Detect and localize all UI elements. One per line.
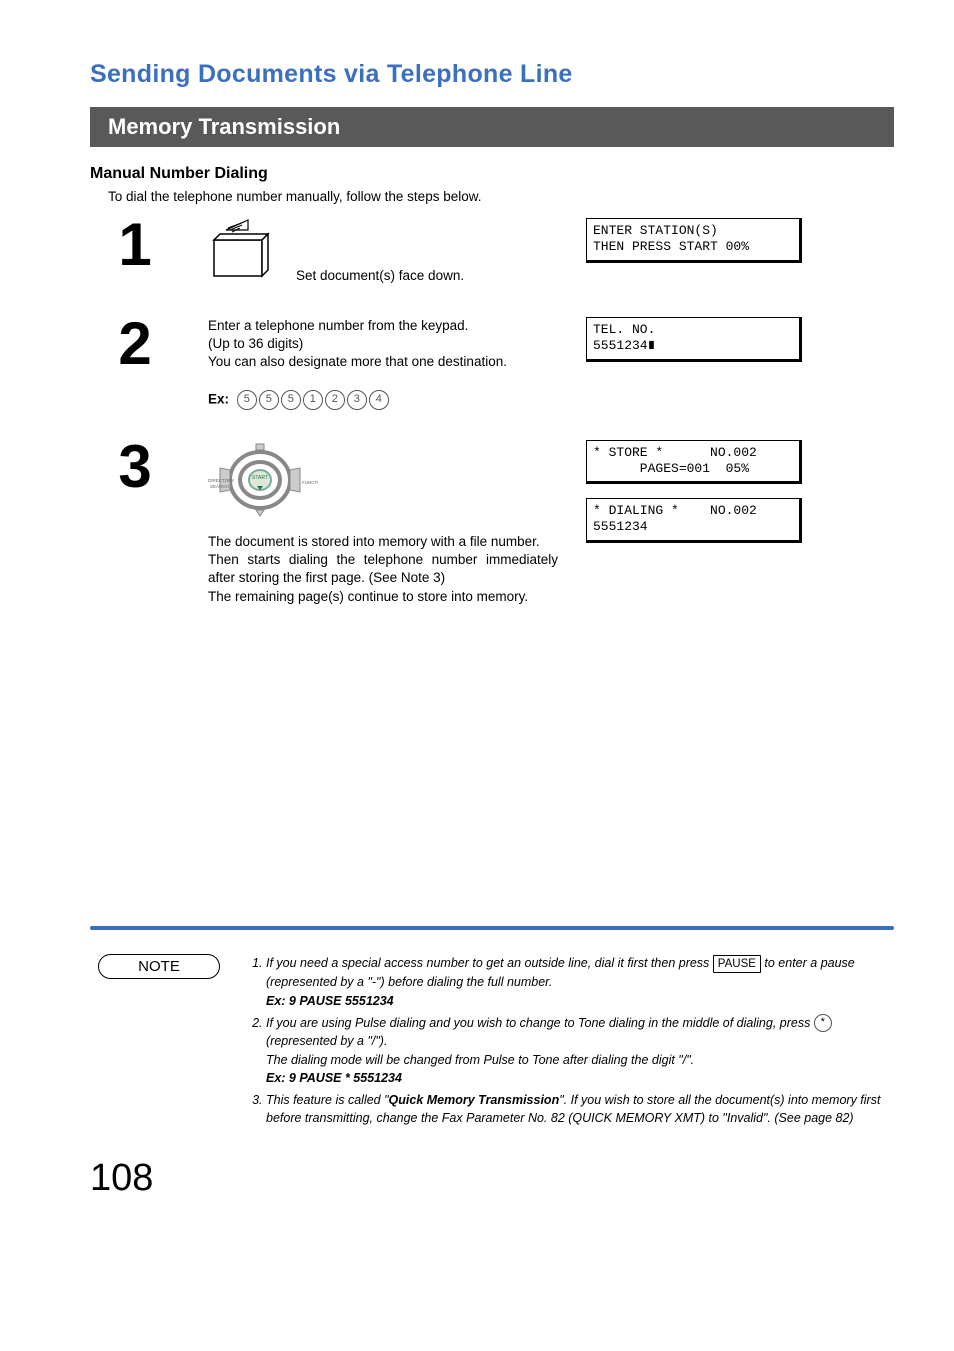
keypad-key: 3 xyxy=(347,390,367,410)
lcd-display-3: * STORE * NO.002 PAGES=001 05% xyxy=(586,440,802,485)
example-keys: 5 5 5 1 2 3 4 xyxy=(237,390,389,410)
intro-text: To dial the telephone number manually, f… xyxy=(108,189,894,204)
keypad-key: 5 xyxy=(259,390,279,410)
svg-text:FUNCTION: FUNCTION xyxy=(302,480,318,485)
example-label: Ex: xyxy=(208,391,229,406)
step-3-line3: The remaining page(s) continue to store … xyxy=(208,588,558,606)
keypad-key: 5 xyxy=(281,390,301,410)
note-1-ex: Ex: 9 PAUSE 5551234 xyxy=(266,994,394,1008)
document-facedown-icon xyxy=(208,218,278,287)
note-3-bold: Quick Memory Transmission xyxy=(389,1093,560,1107)
step-2-line3: You can also designate more that one des… xyxy=(208,353,558,371)
note-2-ex: Ex: 9 PAUSE * 5551234 xyxy=(266,1071,402,1085)
svg-text:SEARCH: SEARCH xyxy=(210,484,229,489)
subheading: Manual Number Dialing xyxy=(90,165,894,183)
page-title: Sending Documents via Telephone Line xyxy=(90,60,894,89)
note-1a: If you need a special access number to g… xyxy=(266,956,713,970)
step-2-lcd-col: TEL. NO. 5551234∎ xyxy=(586,317,816,376)
step-1-body: Set document(s) face down. xyxy=(208,218,558,287)
step-1-text: Set document(s) face down. xyxy=(296,268,464,287)
step-number-3: 3 xyxy=(90,440,180,494)
lcd-display-1: ENTER STATION(S) THEN PRESS START 00% xyxy=(586,218,802,263)
keypad-key: 5 xyxy=(237,390,257,410)
step-3-line1: The document is stored into memory with … xyxy=(208,533,558,551)
step-number-2: 2 xyxy=(90,317,180,371)
note-2c: The dialing mode will be changed from Pu… xyxy=(266,1053,694,1067)
note-item-1: If you need a special access number to g… xyxy=(266,954,894,1010)
step-3-line2: Then starts dialing the telephone number… xyxy=(208,551,558,587)
note-item-3: This feature is called "Quick Memory Tra… xyxy=(266,1091,894,1127)
keypad-key: 2 xyxy=(325,390,345,410)
step-3-lcd-col: * STORE * NO.002 PAGES=001 05% * DIALING… xyxy=(586,440,816,557)
start-dial-icon: START DIRECTORY SEARCH FUNCTION xyxy=(208,440,558,523)
page: Sending Documents via Telephone Line Mem… xyxy=(0,0,954,1240)
steps-grid: 1 Set document(s) face down. ENTER STATI… xyxy=(90,218,894,606)
note-section: NOTE If you need a special access number… xyxy=(90,954,894,1131)
lcd-display-4: * DIALING * NO.002 5551234 xyxy=(586,498,802,543)
svg-text:START: START xyxy=(252,475,268,481)
step-number-1: 1 xyxy=(90,218,180,272)
note-3a: This feature is called " xyxy=(266,1093,389,1107)
note-2b: (represented by a "/"). xyxy=(266,1034,387,1048)
note-label: NOTE xyxy=(98,954,220,979)
step-2-line2: (Up to 36 digits) xyxy=(208,335,558,353)
pause-key: PAUSE xyxy=(713,955,761,974)
keypad-key: 1 xyxy=(303,390,323,410)
svg-text:DIRECTORY: DIRECTORY xyxy=(208,478,234,483)
note-separator xyxy=(90,926,894,930)
section-banner: Memory Transmission xyxy=(90,107,894,147)
step-2-example: Ex: 5 5 5 1 2 3 4 xyxy=(208,390,558,410)
note-body: If you need a special access number to g… xyxy=(248,954,894,1131)
step-3-body: START DIRECTORY SEARCH FUNCTION The docu… xyxy=(208,440,558,606)
step-2-line1: Enter a telephone number from the keypad… xyxy=(208,317,558,335)
page-number: 108 xyxy=(90,1157,894,1200)
keypad-key: 4 xyxy=(369,390,389,410)
step-1-lcd-col: ENTER STATION(S) THEN PRESS START 00% xyxy=(586,218,816,277)
star-key-icon: * xyxy=(814,1014,832,1032)
note-2a: If you are using Pulse dialing and you w… xyxy=(266,1016,814,1030)
step-2-body: Enter a telephone number from the keypad… xyxy=(208,317,558,410)
lcd-display-2: TEL. NO. 5551234∎ xyxy=(586,317,802,362)
note-item-2: If you are using Pulse dialing and you w… xyxy=(266,1014,894,1087)
